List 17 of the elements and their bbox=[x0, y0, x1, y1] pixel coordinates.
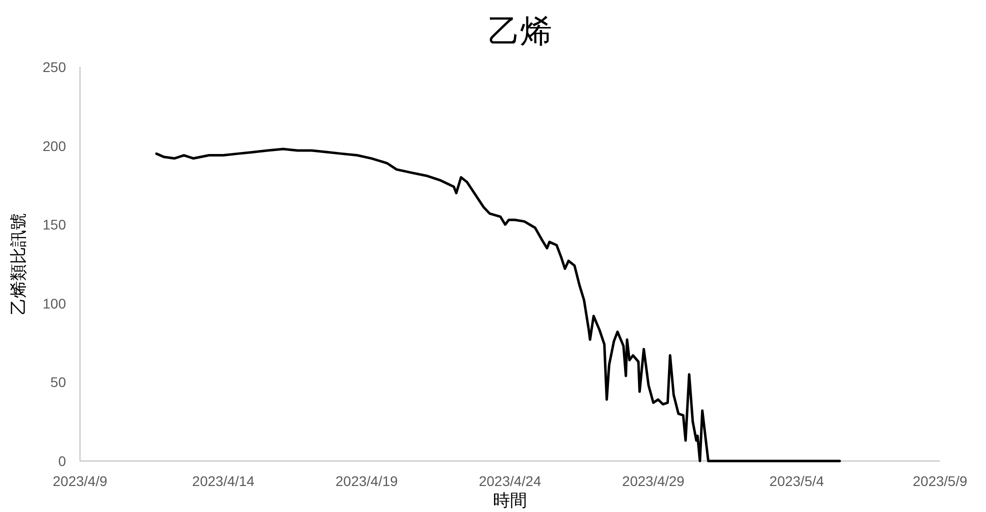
x-axis-title: 時間 bbox=[493, 491, 527, 510]
x-tick-label: 2023/4/19 bbox=[336, 473, 398, 489]
y-tick-label: 250 bbox=[42, 59, 66, 75]
y-tick-label: 50 bbox=[50, 374, 66, 390]
y-tick-label: 100 bbox=[42, 295, 66, 312]
y-tick-label: 150 bbox=[42, 216, 66, 233]
x-tick-label: 2023/4/29 bbox=[622, 473, 685, 489]
y-tick-label: 200 bbox=[42, 138, 66, 154]
x-tick-label: 2023/5/4 bbox=[769, 473, 824, 489]
x-tick-label: 2023/4/24 bbox=[478, 473, 542, 489]
chart-title: 乙烯 bbox=[488, 13, 552, 49]
line-series bbox=[155, 148, 841, 462]
y-axis-title: 乙烯類比訊號 bbox=[9, 213, 28, 315]
y-tick-label: 0 bbox=[58, 453, 66, 469]
x-tick-label: 2023/4/14 bbox=[192, 473, 255, 489]
x-tick-label: 2023/4/9 bbox=[52, 473, 108, 489]
x-tick-label: 2023/5/9 bbox=[912, 473, 968, 489]
